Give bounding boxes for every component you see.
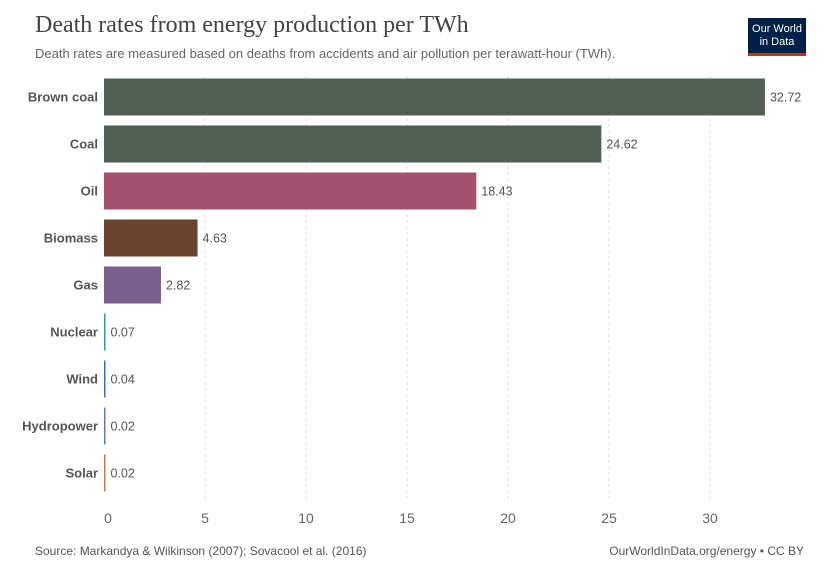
chart-title: Death rates from energy production per T… <box>35 12 469 38</box>
logo-line-2: in Data <box>759 36 795 48</box>
bar-coal[interactable] <box>104 125 602 163</box>
owid-logo[interactable]: Our World in Data <box>748 18 806 56</box>
value-label: 4.63 <box>203 232 227 246</box>
x-tick-label: 5 <box>201 510 209 526</box>
value-label: 0.04 <box>111 373 135 387</box>
logo-line-1: Our World <box>752 23 802 35</box>
bar-hydropower[interactable] <box>104 407 106 445</box>
x-tick-label: 25 <box>601 510 617 526</box>
bar-solar[interactable] <box>104 454 106 492</box>
x-tick-label: 0 <box>104 510 112 526</box>
x-tick-label: 15 <box>399 510 415 526</box>
bar-wind[interactable] <box>104 360 106 398</box>
bar-oil[interactable] <box>104 172 477 210</box>
bar-biomass[interactable] <box>104 219 198 257</box>
bar-brown-coal[interactable] <box>104 78 765 116</box>
category-label: Oil <box>81 184 98 199</box>
value-label: 0.07 <box>111 326 135 340</box>
category-label: Solar <box>65 466 98 481</box>
category-label: Wind <box>66 372 98 387</box>
category-label: Gas <box>73 278 98 293</box>
category-label: Hydropower <box>22 419 98 434</box>
category-label: Coal <box>70 137 98 152</box>
bar-nuclear[interactable] <box>104 313 106 351</box>
value-label: 18.43 <box>481 185 512 199</box>
value-label: 32.72 <box>770 91 801 105</box>
value-label: 24.62 <box>606 138 637 152</box>
x-tick-label: 30 <box>702 510 718 526</box>
x-tick-label: 20 <box>500 510 516 526</box>
value-label: 0.02 <box>111 467 135 481</box>
source-note: Source: Markandya & Wilkinson (2007); So… <box>35 544 367 558</box>
value-label: 0.02 <box>111 420 135 434</box>
bar-gas[interactable] <box>104 266 161 304</box>
category-label: Biomass <box>44 231 98 246</box>
value-label: 2.82 <box>166 279 190 293</box>
license-link[interactable]: OurWorldInData.org/energy • CC BY <box>609 544 804 558</box>
category-label: Brown coal <box>28 90 98 105</box>
category-label: Nuclear <box>50 325 98 340</box>
chart-subtitle: Death rates are measured based on deaths… <box>35 46 616 61</box>
x-tick-label: 10 <box>298 510 314 526</box>
